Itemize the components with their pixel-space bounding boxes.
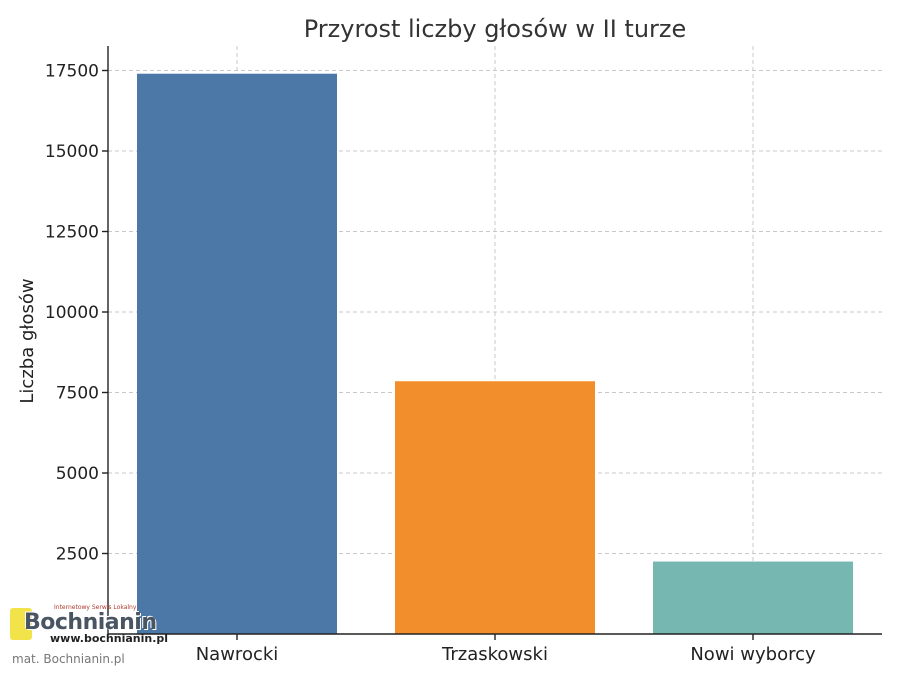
y-tick-label: 12500 — [45, 223, 99, 243]
axes — [102, 46, 882, 640]
chart-title: Przyrost liczby głosów w II turze — [304, 15, 687, 43]
x-tick-label: Trzaskowski — [441, 644, 548, 665]
y-axis-label: Liczba głosów — [17, 278, 38, 403]
logo-url: www.bochnianin.pl — [50, 632, 169, 645]
x-tick-label: Nowi wyborcy — [690, 644, 816, 665]
tick-labels: 2500 5000 7500 10000 12500 15000 17500 Nawrocki… — [45, 62, 816, 666]
bochnianin-logo: Internetowy Serwis Lokalny Bochnianin ww… — [10, 604, 168, 645]
y-tick-label: 17500 — [45, 62, 99, 82]
bars — [137, 73, 853, 635]
logo-wordmark: Bochnianin — [24, 610, 157, 635]
bar-trzaskowski — [395, 381, 595, 634]
y-tick-label: 15000 — [45, 142, 99, 162]
logo-tagline: Internetowy Serwis Lokalny — [54, 604, 137, 611]
x-tick-label: Nawrocki — [196, 644, 279, 665]
y-tick-label: 2500 — [56, 545, 99, 565]
bar-nowi-wyborcy — [653, 561, 853, 634]
y-tick-label: 10000 — [45, 303, 99, 323]
logo-square-icon — [10, 608, 32, 640]
y-tick-label: 7500 — [56, 384, 99, 404]
bar-nawrocki — [137, 73, 337, 635]
y-tick-label: 5000 — [56, 464, 99, 484]
source-credit: mat. Bochnianin.pl — [12, 652, 125, 666]
